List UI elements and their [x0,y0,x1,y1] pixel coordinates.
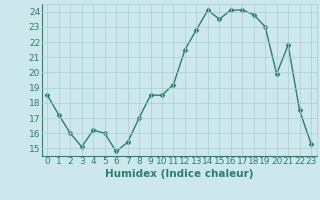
X-axis label: Humidex (Indice chaleur): Humidex (Indice chaleur) [105,169,253,179]
